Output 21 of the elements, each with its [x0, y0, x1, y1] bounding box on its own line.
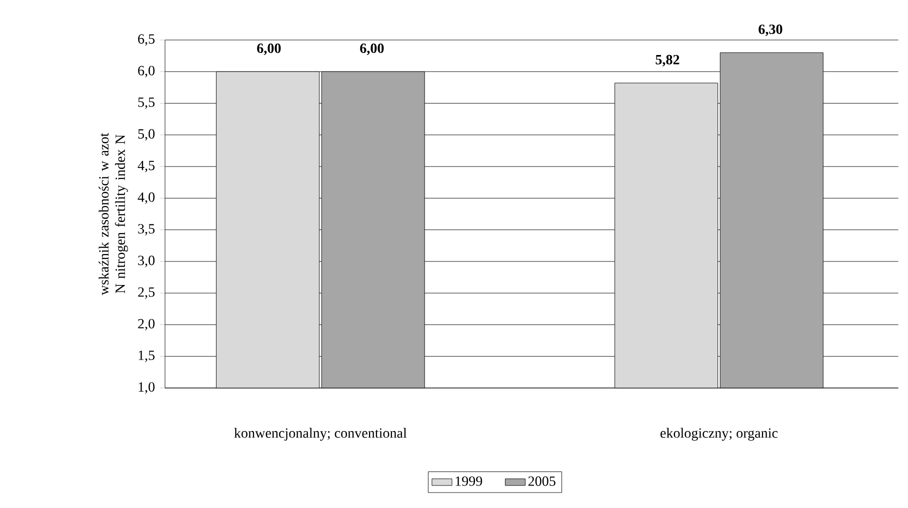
y-tick-label: 2,5 — [138, 287, 155, 299]
legend-label: 1999 — [456, 476, 482, 486]
x-tick-label: konwencjonalny; conventional — [234, 428, 407, 441]
y-tick-label: 5,5 — [138, 98, 155, 109]
y-tick-label: 2,0 — [138, 318, 155, 330]
y-tick-label: 6,5 — [138, 34, 155, 46]
y-tick-label: 3,0 — [138, 256, 155, 268]
data-label: 6,00 — [257, 44, 281, 56]
y-tick-label: 6,0 — [138, 66, 155, 78]
data-label: 5,82 — [656, 54, 680, 66]
data-label: 6,00 — [360, 44, 384, 56]
y-tick-label: 3,5 — [138, 224, 155, 236]
y-tick-label: 1,0 — [138, 382, 155, 394]
y-tick-label: 5,0 — [138, 129, 155, 141]
x-tick-label: ekologiczny; organic — [660, 428, 778, 441]
y-axis-title: wskaźnik zasobności w azot N nitrogen fertility index N — [98, 132, 128, 296]
y-tick-label: 1,5 — [138, 350, 155, 362]
legend-label: 2005 — [528, 476, 556, 486]
y-tick-label: 4,0 — [138, 192, 155, 204]
y-tick-label: 4,5 — [138, 160, 155, 172]
data-label: 6,30 — [758, 24, 782, 36]
